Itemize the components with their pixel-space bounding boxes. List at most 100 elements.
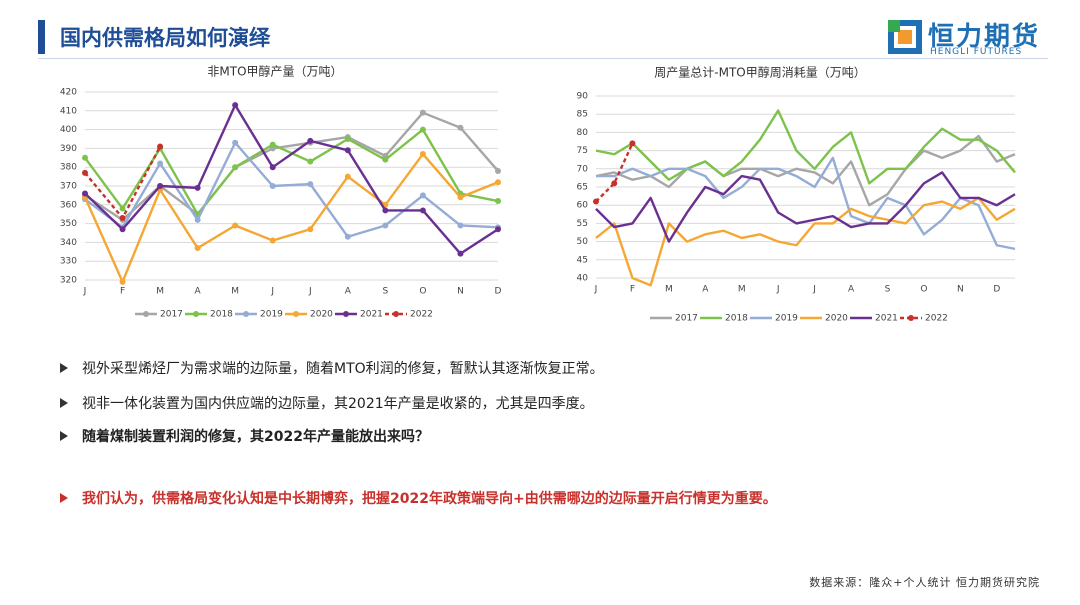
x-tick-label: A <box>195 287 202 297</box>
point <box>382 222 389 229</box>
y-tick-label: 400 <box>60 125 77 135</box>
legend-label: 2022 <box>410 310 433 320</box>
legend-label: 2019 <box>260 310 283 320</box>
y-tick-label: 320 <box>60 276 77 286</box>
point <box>419 151 426 158</box>
charts: 非MTO甲醇产量（万吨） 320 330 340 350 360 370 380 390 400 4… <box>60 64 1016 324</box>
legend-marker <box>143 311 149 317</box>
y-tick-label: 40 <box>577 274 589 284</box>
y-tick-label: 420 <box>60 88 77 98</box>
x-tick-label: A <box>848 285 855 295</box>
y-tick-label: 340 <box>60 238 77 248</box>
point <box>419 207 426 214</box>
legend-label: 2019 <box>775 314 798 324</box>
x-tick-label: M <box>156 287 164 297</box>
legend-marker <box>908 315 914 321</box>
x-tick-label: J <box>812 285 816 295</box>
logo-icon <box>888 20 922 54</box>
point <box>495 179 501 186</box>
point <box>382 207 389 214</box>
point <box>157 160 164 167</box>
x-tick-label: D <box>993 285 1000 295</box>
point <box>269 237 276 244</box>
bullet-text: 我们认为，供需格局变化认知是中长期博弈，把握2022年政策端导向+由供需哪边的边… <box>82 491 777 507</box>
point <box>457 194 464 201</box>
legend-marker <box>343 311 349 317</box>
legend-label: 2018 <box>725 314 748 324</box>
x-tick-label: N <box>957 285 964 295</box>
y-tick-label: 330 <box>60 257 77 267</box>
legend-label: 2020 <box>310 310 333 320</box>
point <box>232 139 239 146</box>
series-line <box>595 142 634 203</box>
legend-marker <box>393 311 399 317</box>
y-tick-label: 75 <box>577 146 588 156</box>
x-tick-label: S <box>383 287 389 297</box>
point <box>457 250 464 257</box>
series-line <box>83 152 499 284</box>
point <box>269 164 276 171</box>
x-tick-label: O <box>419 287 426 297</box>
header-title: 国内供需格局如何演绎 <box>60 26 270 50</box>
logo-text: 恒力期货 <box>928 22 1041 52</box>
legend-label: 2017 <box>675 314 698 324</box>
point <box>419 126 426 133</box>
point <box>269 141 276 148</box>
point <box>157 143 164 150</box>
bullet-icon <box>60 431 68 441</box>
point <box>344 147 351 154</box>
x-tick-label: M <box>231 287 239 297</box>
x-tick-label: J <box>776 285 780 295</box>
point <box>307 226 314 233</box>
x-tick-label: F <box>630 285 635 295</box>
y-tick-label: 65 <box>577 183 588 193</box>
point <box>344 233 351 240</box>
legend-label: 2021 <box>360 310 383 320</box>
point <box>307 158 314 165</box>
point <box>495 167 501 174</box>
point <box>495 198 501 205</box>
legend-label: 2021 <box>875 314 898 324</box>
source: 数据来源：隆众+个人统计 恒力期货研究院 <box>809 576 1040 589</box>
legend-label: 2018 <box>210 310 233 320</box>
series-line <box>84 111 499 222</box>
point <box>119 226 126 233</box>
point <box>457 124 464 131</box>
x-tick-label: J <box>83 287 87 297</box>
y-tick-label: 370 <box>60 182 77 192</box>
point <box>157 183 164 189</box>
point <box>344 136 351 142</box>
bullet-text: 视非一体化装置为国内供应端的边际量，其2021年产量是收紧的，尤其是四季度。 <box>82 396 594 412</box>
series-line <box>595 109 1016 185</box>
y-tick-label: 85 <box>577 110 588 120</box>
y-tick-label: 80 <box>577 128 589 138</box>
series-line <box>84 141 499 238</box>
legend-label: 2020 <box>825 314 848 324</box>
y-tick-label: 90 <box>577 92 589 102</box>
point <box>119 278 126 285</box>
point <box>232 164 239 171</box>
point <box>232 102 239 109</box>
point <box>593 198 599 205</box>
point <box>611 180 618 187</box>
y-tick-label: 55 <box>577 219 588 229</box>
point <box>307 137 314 144</box>
header-line <box>38 58 1048 59</box>
legend-label: 2022 <box>925 314 948 324</box>
x-tick-label: J <box>308 287 312 297</box>
y-tick-label: 60 <box>577 201 589 211</box>
bullet-text: 视外采型烯烃厂为需求端的边际量，随着MTO利润的修复，暂默认其逐渐恢复正常。 <box>82 361 604 377</box>
x-tick-label: J <box>270 287 274 297</box>
point <box>419 109 426 116</box>
point <box>495 226 501 233</box>
point <box>119 205 126 212</box>
bullet-text: 随着煤制装置利润的修复，其2022年产量能放出来吗？ <box>82 429 429 445</box>
point <box>119 214 126 221</box>
logo-subtext: HENGLI FUTURES <box>930 47 1023 57</box>
y-tick-label: 50 <box>577 237 589 247</box>
point <box>344 173 351 180</box>
bullet-icon <box>60 363 68 373</box>
x-tick-label: M <box>665 285 673 295</box>
header-bar <box>38 20 45 54</box>
